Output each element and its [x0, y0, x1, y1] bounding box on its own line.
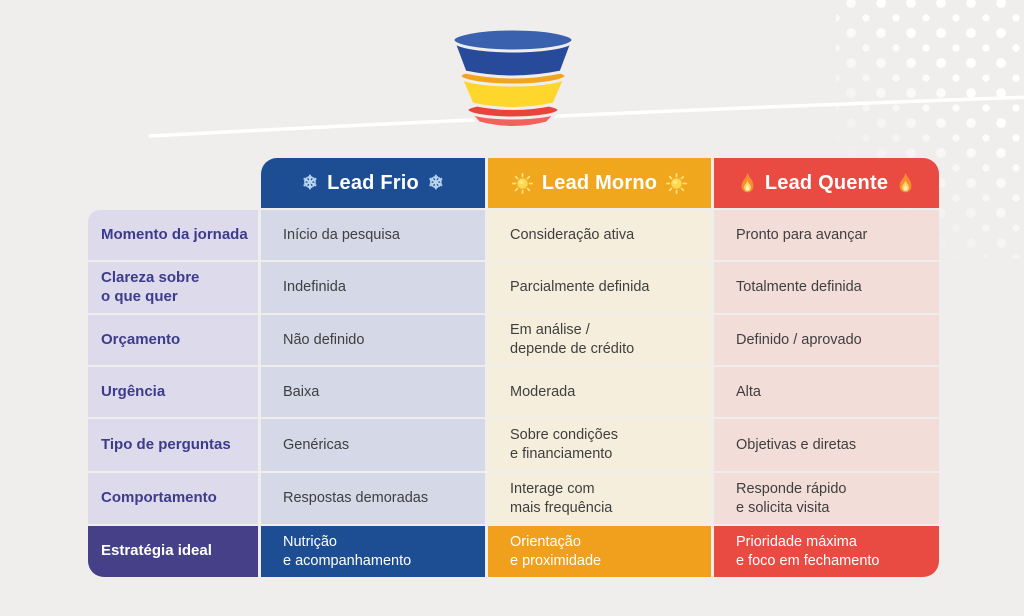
- cell-quente-estrategia: Prioridade máxima e foco em fechamento: [714, 526, 939, 577]
- cell-morno-clareza: Parcialmente definida: [488, 262, 711, 313]
- cell-quente-orcamento: Definido / aprovado: [714, 315, 939, 365]
- sun-icon: [511, 172, 533, 194]
- snowflake-icon: ❄: [301, 172, 319, 194]
- row-label-urgencia: Urgência: [88, 367, 258, 417]
- fire-icon: [741, 172, 754, 193]
- cell-frio-perguntas: Genéricas: [261, 419, 485, 471]
- column-header-lead-frio: ❄ Lead Frio ❄: [261, 158, 485, 208]
- cell-frio-momento: Início da pesquisa: [261, 210, 485, 260]
- cell-frio-urgencia: Baixa: [261, 367, 485, 417]
- cell-morno-momento: Consideração ativa: [488, 210, 711, 260]
- cell-frio-estrategia: Nutrição e acompanhamento: [261, 526, 485, 577]
- cell-quente-perguntas: Objetivas e diretas: [714, 419, 939, 471]
- cell-morno-perguntas: Sobre condições e financiamento: [488, 419, 711, 471]
- header-spacer: [88, 158, 258, 208]
- snowflake-icon: ❄: [427, 172, 445, 194]
- cell-frio-comportamento: Respostas demoradas: [261, 473, 485, 524]
- cell-quente-momento: Pronto para avançar: [714, 210, 939, 260]
- column-header-label: Lead Frio: [327, 171, 419, 194]
- row-label-comportamento: Comportamento: [88, 473, 258, 524]
- row-label-estrategia-ideal: Estratégia ideal: [88, 526, 258, 577]
- column-header-label: Lead Quente: [764, 171, 889, 194]
- column-header-lead-morno: Lead Morno: [488, 158, 711, 208]
- cell-frio-clareza: Indefinida: [261, 262, 485, 313]
- funnel-illustration: [450, 27, 576, 129]
- cell-morno-urgencia: Moderada: [488, 367, 711, 417]
- row-label-momento-da-jornada: Momento da jornada: [88, 210, 258, 260]
- cell-morno-comportamento: Interage com mais frequência: [488, 473, 711, 524]
- row-label-clareza: Clareza sobre o que quer: [88, 262, 258, 313]
- fire-icon: [899, 172, 912, 193]
- cell-morno-estrategia: Orientação e proximidade: [488, 526, 711, 577]
- cell-quente-comportamento: Responde rápido e solicita visita: [714, 473, 939, 524]
- row-label-orcamento: Orçamento: [88, 315, 258, 365]
- cell-frio-orcamento: Não definido: [261, 315, 485, 365]
- cell-quente-clareza: Totalmente definida: [714, 262, 939, 313]
- funnel-blue-top: [451, 27, 575, 53]
- column-header-lead-quente: Lead Quente: [714, 158, 939, 208]
- lead-comparison-table: ❄ Lead Frio ❄ Lead Morno: [88, 158, 939, 577]
- cell-quente-urgencia: Alta: [714, 367, 939, 417]
- cell-morno-orcamento: Em análise / depende de crédito: [488, 315, 711, 365]
- sun-icon: [666, 172, 688, 194]
- column-header-label: Lead Morno: [541, 171, 658, 194]
- row-label-tipo-de-perguntas: Tipo de perguntas: [88, 419, 258, 471]
